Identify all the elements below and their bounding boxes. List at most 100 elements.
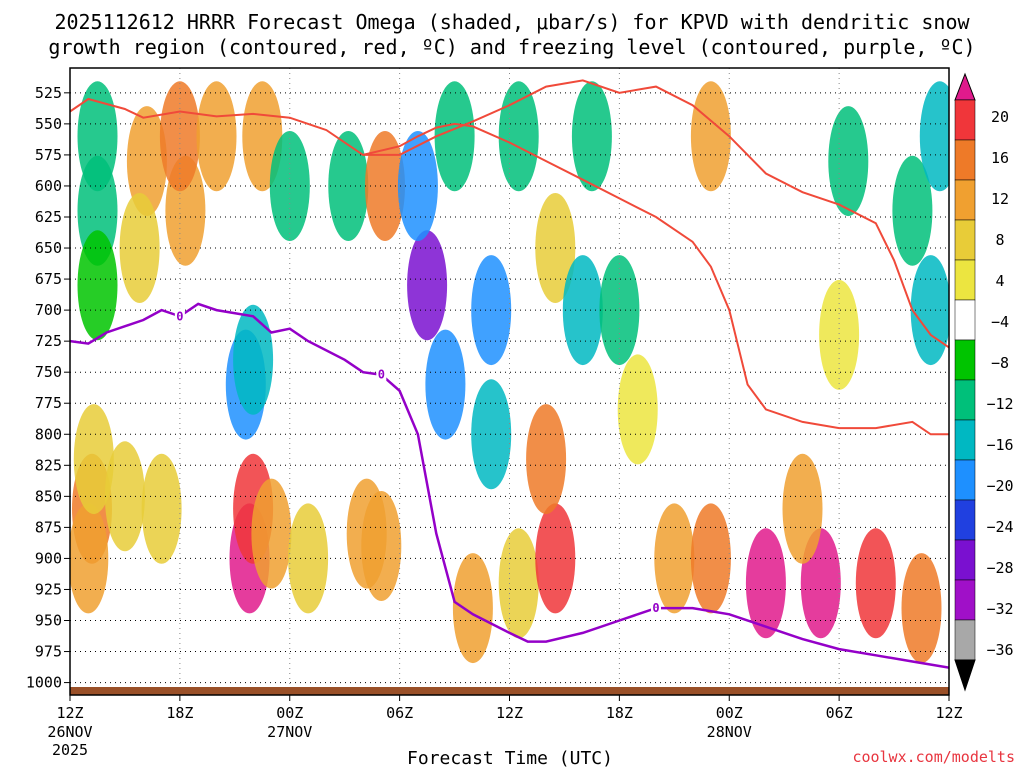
colorbar-swatch-5	[954, 299, 976, 341]
colorbar-swatch-6	[954, 339, 976, 381]
omega-cell-24	[361, 491, 402, 601]
y-tick-label-725: 725	[35, 332, 62, 350]
x-tick-label-0: 12Z	[56, 704, 83, 722]
omega-cell-40	[617, 354, 658, 465]
chart-title-line2: growth region (contoured, red, ºC) and f…	[48, 35, 975, 59]
omega-cell-39	[599, 255, 640, 366]
contour-lines: 0 0 0	[70, 79, 949, 669]
omega-shading	[70, 81, 949, 664]
x-date-label-0: 26NOV	[47, 723, 92, 741]
omega-cell-46	[901, 553, 942, 664]
y-tick-label-600: 600	[35, 177, 62, 195]
terrain-ground	[70, 687, 949, 695]
y-tick-label-800: 800	[35, 425, 62, 443]
colorbar-label-10: −24	[986, 518, 1013, 536]
omega-cell-33	[498, 528, 539, 639]
x-year-label: 2025	[52, 741, 88, 759]
chart-title-line1: 2025112612 HRRR Forecast Omega (shaded, …	[54, 10, 970, 34]
y-axis: 525 550 575 600 625 650 675 700 725 750 775 800 825 8…	[26, 84, 70, 692]
colorbar-label-1: 16	[991, 149, 1009, 167]
colorbar-swatch-0	[954, 99, 976, 141]
colorbar-label-4: 4	[995, 272, 1004, 290]
omega-cell-37	[562, 255, 603, 366]
x-tick-label-30: 18Z	[606, 704, 633, 722]
x-axis-label: Forecast Time (UTC)	[407, 748, 613, 768]
omega-cell-45	[855, 528, 896, 639]
colorbar-swatch-1	[954, 139, 976, 181]
colorbar-top-arrow	[954, 72, 976, 101]
colorbar-swatch-13	[954, 619, 976, 661]
omega-cell-25	[407, 230, 448, 341]
colorbar-label-12: −32	[986, 600, 1013, 618]
omega-cell-49	[828, 106, 869, 217]
freezing-label-bg-2	[651, 600, 661, 615]
colorbar-swatch-2	[954, 179, 976, 221]
x-tick-label-36: 00Z	[716, 704, 743, 722]
y-tick-label-850: 850	[35, 487, 62, 505]
dgz-upper-contour	[70, 79, 949, 349]
colorbar-swatch-12	[954, 579, 976, 621]
y-tick-label-775: 775	[35, 394, 62, 412]
y-tick-label-950: 950	[35, 612, 62, 630]
y-tick-label-525: 525	[35, 84, 62, 102]
omega-cell-30	[471, 379, 512, 490]
omega-cell-2	[77, 230, 118, 341]
colorbar-label-5: −4	[991, 313, 1009, 331]
colorbar-swatch-11	[954, 539, 976, 581]
freezing-level-contour	[70, 302, 949, 669]
y-tick-label-650: 650	[35, 239, 62, 257]
colorbar-swatch-3	[954, 219, 976, 261]
colorbar-swatch-8	[954, 419, 976, 461]
omega-cell-21	[328, 131, 369, 241]
omega-cell-35	[526, 404, 567, 515]
x-date-label-12: 27NOV	[267, 723, 312, 741]
y-tick-label-875: 875	[35, 518, 62, 536]
omega-cell-27	[425, 329, 466, 440]
x-tick-label-18: 06Z	[386, 704, 413, 722]
colorbar-label-3: 8	[995, 231, 1004, 249]
dgz-lower-contour	[362, 122, 949, 436]
colorbar-label-6: −8	[991, 354, 1009, 372]
freezing-label-bg-1	[376, 366, 387, 381]
y-tick-label-925: 925	[35, 580, 62, 598]
y-tick-label-625: 625	[35, 208, 62, 226]
y-tick-label-575: 575	[35, 146, 62, 164]
freezing-level-label-0: 0	[176, 309, 183, 323]
omega-cell-53	[919, 81, 949, 192]
colorbar-label-11: −28	[986, 559, 1013, 577]
omega-cell-17	[251, 478, 292, 589]
omega-cell-6	[126, 106, 167, 217]
omega-cell-51	[892, 155, 933, 266]
colorbar-label-7: −12	[986, 395, 1013, 413]
colorbar-swatch-4	[954, 259, 976, 301]
x-date-label-36: 28NOV	[707, 723, 752, 741]
omega-cell-31	[498, 81, 539, 192]
plot-area: 0 0 0	[69, 67, 950, 696]
omega-cell-8	[104, 441, 145, 552]
omega-cell-7	[119, 193, 160, 303]
colorbar-label-2: 12	[991, 190, 1009, 208]
omega-cell-11	[159, 81, 200, 192]
y-tick-label-825: 825	[35, 456, 62, 474]
colorbar-bottom-arrow	[954, 659, 976, 692]
y-tick-label-750: 750	[35, 363, 62, 381]
x-tick-label-12: 00Z	[276, 704, 303, 722]
omega-cell-9	[141, 453, 182, 564]
y-tick-label-675: 675	[35, 270, 62, 288]
y-tick-label-1000: 1000	[26, 674, 62, 692]
omega-cell-32	[452, 553, 493, 664]
colorbar-swatch-9	[954, 459, 976, 501]
omega-cell-20	[288, 503, 329, 614]
omega-cell-48	[690, 81, 731, 192]
omega-cell-4	[70, 503, 109, 614]
omega-cell-28	[434, 81, 475, 192]
colorbar-label-9: −20	[986, 477, 1013, 495]
omega-cell-29	[471, 255, 512, 366]
omega-cell-26	[397, 131, 438, 241]
omega-cell-41	[654, 503, 695, 614]
colorbar: 20 16 12 8 4 −4 −8 −12 −16 −20 −24 −28 −32 −36	[954, 72, 1014, 692]
colorbar-swatch-10	[954, 499, 976, 541]
freezing-level-label-1: 0	[378, 368, 385, 382]
